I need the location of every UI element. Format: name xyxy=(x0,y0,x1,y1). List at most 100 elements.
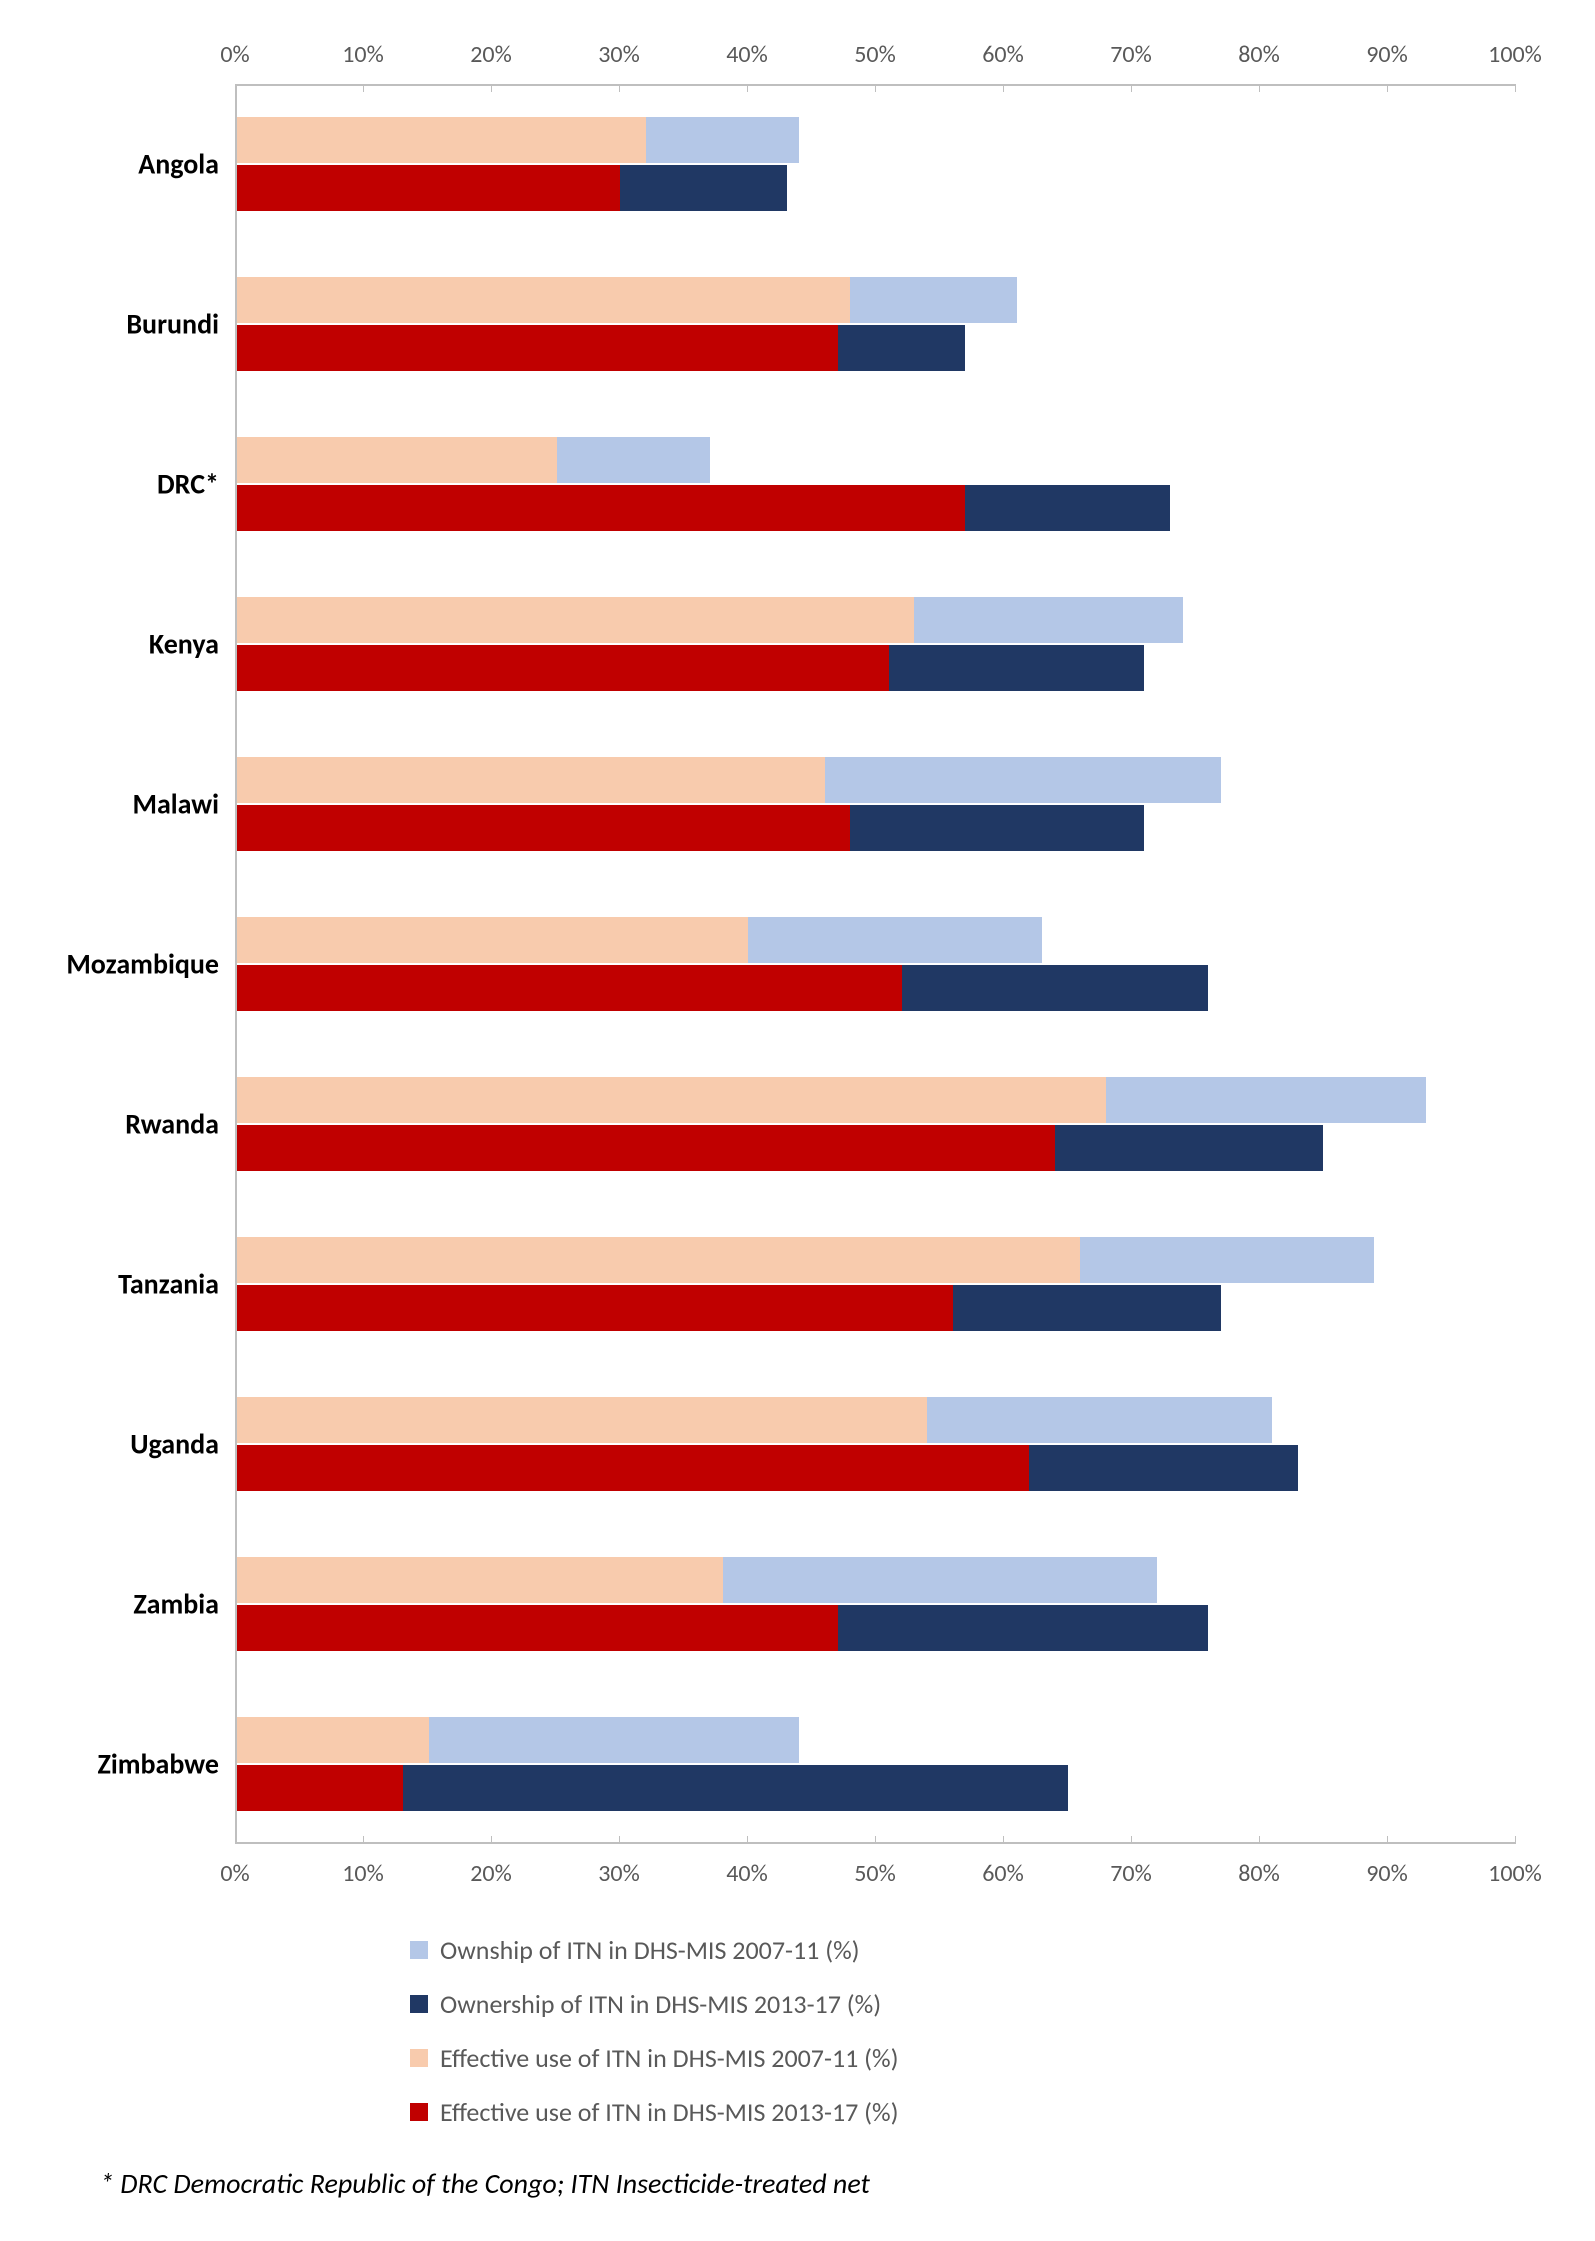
bar-segment-effective_2007_11 xyxy=(237,1397,927,1443)
bar-row xyxy=(237,277,1515,323)
bar-row xyxy=(237,597,1515,643)
bar-segment-effective_2013_17 xyxy=(237,485,965,531)
bar-row xyxy=(237,1397,1515,1443)
axis-tick-label: 20% xyxy=(470,1859,511,1888)
bar-row xyxy=(237,165,1515,211)
axis-tick-mark xyxy=(747,1836,748,1844)
bar-segment-effective_2007_11 xyxy=(237,917,748,963)
legend-label: Effective use of ITN in DHS-MIS 2013-17 … xyxy=(440,2096,899,2128)
legend-swatch xyxy=(410,2049,428,2067)
country-slot: Mozambique xyxy=(237,884,1515,1044)
axis-tick-label: 40% xyxy=(726,40,767,69)
legend-label: Ownship of ITN in DHS-MIS 2007-11 (%) xyxy=(440,1934,860,1966)
bar-segment-effective_2007_11 xyxy=(237,757,825,803)
country-slot: Zambia xyxy=(237,1524,1515,1684)
bar-segment-effective_2013_17 xyxy=(237,165,620,211)
axis-tick-mark xyxy=(491,1836,492,1844)
axis-tick-label: 90% xyxy=(1366,1859,1407,1888)
bar-row xyxy=(237,1717,1515,1763)
bar-segment-effective_2007_11 xyxy=(237,1077,1106,1123)
axis-tick-label: 0% xyxy=(220,40,249,69)
axis-tick-label: 10% xyxy=(342,40,383,69)
legend-item: Ownship of ITN in DHS-MIS 2007-11 (%) xyxy=(410,1934,860,1966)
country-slot: Angola xyxy=(237,84,1515,244)
bar-segment-effective_2007_11 xyxy=(237,1237,1080,1283)
footnote: * DRC Democratic Republic of the Congo; … xyxy=(40,2166,1555,2201)
bar-row xyxy=(237,1077,1515,1123)
bar-segment-effective_2013_17 xyxy=(237,1125,1055,1171)
axis-tick-mark xyxy=(875,1836,876,1844)
country-slot: Uganda xyxy=(237,1364,1515,1524)
itn-chart: 0% 10% 20% 30% 40% 50% 60% 70% 80% 90% 100% Angola… xyxy=(40,40,1555,2201)
legend-swatch xyxy=(410,1995,428,2013)
legend-swatch xyxy=(410,1941,428,1959)
country-slot: Tanzania xyxy=(237,1204,1515,1364)
bar-row xyxy=(237,757,1515,803)
bar-segment-effective_2013_17 xyxy=(237,1285,953,1331)
country-label: Rwanda xyxy=(125,1107,237,1142)
bar-row xyxy=(237,117,1515,163)
axis-tick-label: 30% xyxy=(598,40,639,69)
country-label: Uganda xyxy=(130,1427,237,1462)
axis-tick-mark xyxy=(1259,1836,1260,1844)
country-label: Kenya xyxy=(149,627,237,662)
bar-row xyxy=(237,1125,1515,1171)
x-axis-bottom: 0%10%20%30%40%50%60%70%80%90%100% xyxy=(235,1844,1515,1888)
bar-row xyxy=(237,965,1515,1011)
axis-tick-mark xyxy=(1515,84,1516,92)
legend-label: Ownership of ITN in DHS-MIS 2013-17 (%) xyxy=(440,1988,881,2020)
legend-item: Effective use of ITN in DHS-MIS 2013-17 … xyxy=(410,2096,899,2128)
legend: Ownship of ITN in DHS-MIS 2007-11 (%) Own… xyxy=(40,1934,1555,2128)
country-label: Burundi xyxy=(126,307,237,342)
country-slot: Malawi xyxy=(237,724,1515,884)
axis-tick-mark xyxy=(1003,1836,1004,1844)
bar-segment-effective_2013_17 xyxy=(237,325,838,371)
legend-item: Ownership of ITN in DHS-MIS 2013-17 (%) xyxy=(410,1988,881,2020)
bar-row xyxy=(237,645,1515,691)
axis-tick-label: 50% xyxy=(854,1859,895,1888)
bar-segment-effective_2013_17 xyxy=(237,1605,838,1651)
bar-segment-effective_2013_17 xyxy=(237,1445,1029,1491)
axis-tick-label: 40% xyxy=(726,1859,767,1888)
axis-tick-mark xyxy=(619,1836,620,1844)
bar-row xyxy=(237,805,1515,851)
country-label: Tanzania xyxy=(118,1267,237,1302)
legend-label: Effective use of ITN in DHS-MIS 2007-11 … xyxy=(440,2042,899,2074)
axis-tick-mark xyxy=(1515,1836,1516,1844)
axis-tick-mark xyxy=(1387,1836,1388,1844)
country-label: Malawi xyxy=(132,787,237,822)
bar-row xyxy=(237,437,1515,483)
bar-row xyxy=(237,485,1515,531)
bar-segment-effective_2007_11 xyxy=(237,277,850,323)
bar-row xyxy=(237,1445,1515,1491)
country-slot: Burundi xyxy=(237,244,1515,404)
country-label: DRC* xyxy=(157,467,237,502)
axis-tick-label: 100% xyxy=(1488,1859,1542,1888)
bar-segment-effective_2007_11 xyxy=(237,1557,723,1603)
bar-segment-effective_2013_17 xyxy=(237,965,902,1011)
axis-tick-mark xyxy=(235,1836,236,1844)
bar-segment-effective_2013_17 xyxy=(237,805,850,851)
bar-row xyxy=(237,917,1515,963)
country-slot: DRC* xyxy=(237,404,1515,564)
country-label: Zambia xyxy=(133,1587,237,1622)
bars-area: AngolaBurundiDRC*KenyaMalawiMozambiqueRw… xyxy=(235,84,1515,1844)
country-slot: Kenya xyxy=(237,564,1515,724)
bar-segment-effective_2013_17 xyxy=(237,645,889,691)
bar-segment-effective_2007_11 xyxy=(237,437,557,483)
bar-row xyxy=(237,325,1515,371)
bar-row xyxy=(237,1285,1515,1331)
legend-item: Effective use of ITN in DHS-MIS 2007-11 … xyxy=(410,2042,899,2074)
axis-tick-label: 70% xyxy=(1110,40,1151,69)
axis-tick-label: 90% xyxy=(1366,40,1407,69)
axis-tick-label: 80% xyxy=(1238,1859,1279,1888)
country-label: Angola xyxy=(138,147,237,182)
legend-swatch xyxy=(410,2103,428,2121)
x-axis-top: 0%10%20%30%40%50%60%70%80%90%100% xyxy=(235,40,1515,84)
country-slot: Rwanda xyxy=(237,1044,1515,1204)
axis-tick-label: 70% xyxy=(1110,1859,1151,1888)
axis-tick-label: 60% xyxy=(982,40,1023,69)
plot-area: 0%10%20%30%40%50%60%70%80%90%100% Angola… xyxy=(235,40,1515,1888)
axis-tick-label: 100% xyxy=(1488,40,1542,69)
axis-tick-label: 50% xyxy=(854,40,895,69)
